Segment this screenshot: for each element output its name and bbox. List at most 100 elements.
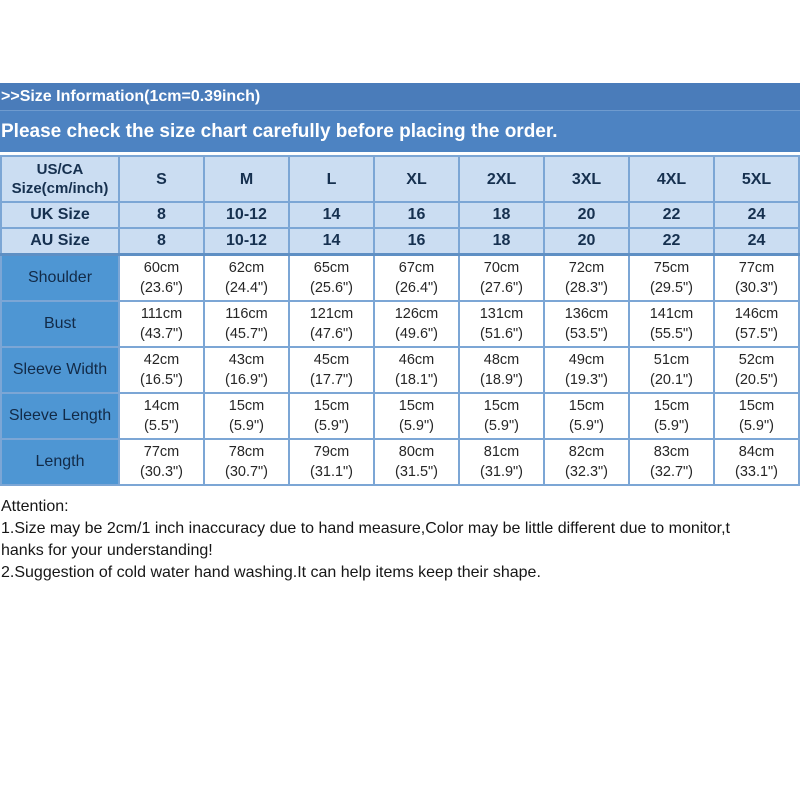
uk-row-value: 14 (288, 201, 375, 229)
measurement-value-cell: 81cm (31.9") (458, 438, 545, 486)
measurement-cm: 111cm (140, 306, 183, 322)
au-row-value: 20 (543, 227, 630, 256)
au-row-value: 10-12 (203, 227, 290, 256)
au-row-value: 24 (713, 227, 800, 256)
measurement-value-cell: 15cm (5.9") (458, 392, 545, 440)
measurement-value-cell: 45cm (17.7") (288, 346, 375, 394)
measurement-inch: (32.3") (564, 464, 609, 480)
measurement-cm: 14cm (143, 398, 180, 414)
uk-row-value: 24 (713, 201, 800, 229)
measurement-cm: 46cm (398, 352, 435, 368)
au-row-value: 18 (458, 227, 545, 256)
measurement-inch: (5.9") (654, 418, 689, 434)
measurement-inch: (16.9") (224, 372, 269, 388)
measurement-cm: 81cm (483, 444, 520, 460)
measurement-inch: (5.5") (144, 418, 179, 434)
measurement-cm: 15cm (568, 398, 605, 414)
measurement-cm: 52cm (738, 352, 775, 368)
measurement-value-cell: 15cm (5.9") (543, 392, 630, 440)
measurement-cm: 131cm (479, 306, 524, 322)
measurement-inch: (5.9") (399, 418, 434, 434)
size-info-banner: >>Size Information(1cm=0.39inch) Please … (0, 83, 800, 152)
measurement-value-cell: 83cm (32.7") (628, 438, 715, 486)
measurement-row: Bust 111cm (43.7") 116cm (45.7") 121cm (47.6")… (0, 300, 800, 348)
measurement-inch: (49.6") (394, 326, 439, 342)
measurement-cm: 79cm (313, 444, 350, 460)
measurement-inch: (5.9") (569, 418, 604, 434)
measurement-inch: (27.6") (479, 280, 524, 296)
measurement-label: Sleeve Length (0, 392, 120, 440)
size-column-header: L (288, 155, 375, 203)
measurement-inch: (31.5") (394, 464, 439, 480)
measurement-cm: 116cm (225, 306, 268, 322)
measurement-value-cell: 77cm (30.3") (118, 438, 205, 486)
measurement-cm: 80cm (398, 444, 435, 460)
measurement-cm: 51cm (653, 352, 690, 368)
measurement-inch: (24.4") (224, 280, 269, 296)
measurement-inch: (31.1") (309, 464, 354, 480)
measurement-row: Sleeve Length 14cm (5.5") 15cm (5.9") 15cm (5.… (0, 392, 800, 440)
measurement-value-cell: 111cm (43.7") (118, 300, 205, 348)
measurement-value-cell: 46cm (18.1") (373, 346, 460, 394)
measurement-cm: 49cm (568, 352, 605, 368)
measurement-value-cell: 49cm (19.3") (543, 346, 630, 394)
measurement-value-cell: 79cm (31.1") (288, 438, 375, 486)
measurement-value-cell: 62cm (24.4") (203, 253, 290, 302)
measurement-cm: 84cm (738, 444, 775, 460)
attention-notes: Attention: 1.Size may be 2cm/1 inch inac… (0, 496, 800, 584)
uk-row-value: 20 (543, 201, 630, 229)
uk-row-value: 16 (373, 201, 460, 229)
measurement-cm: 15cm (738, 398, 775, 414)
measurement-value-cell: 14cm (5.5") (118, 392, 205, 440)
measurement-cm: 67cm (398, 260, 435, 276)
measurement-inch: (45.7") (224, 326, 269, 342)
measurement-cm: 62cm (228, 260, 265, 276)
measurement-cm: 15cm (313, 398, 350, 414)
measurement-inch: (16.5") (139, 372, 184, 388)
measurement-inch: (18.1") (394, 372, 439, 388)
measurement-cm: 72cm (568, 260, 605, 276)
measurement-inch: (30.3") (734, 280, 779, 296)
measurement-value-cell: 43cm (16.9") (203, 346, 290, 394)
corner-header-line1: US/CA (36, 161, 84, 178)
measurement-value-cell: 78cm (30.7") (203, 438, 290, 486)
measurement-inch: (31.9") (479, 464, 524, 480)
measurement-row: Shoulder 60cm (23.6") 62cm (24.4") 65cm (25.6"… (0, 253, 800, 302)
measurement-value-cell: 82cm (32.3") (543, 438, 630, 486)
measurement-cm: 45cm (313, 352, 350, 368)
measurement-label: Bust (0, 300, 120, 348)
measurement-value-cell: 67cm (26.4") (373, 253, 460, 302)
measurement-cm: 48cm (483, 352, 520, 368)
measurement-value-cell: 70cm (27.6") (458, 253, 545, 302)
attention-note-1b: hanks for your understanding! (1, 542, 213, 559)
measurement-cm: 121cm (309, 306, 354, 322)
measurement-value-cell: 65cm (25.6") (288, 253, 375, 302)
measurement-inch: (5.9") (739, 418, 774, 434)
measurement-cm: 15cm (483, 398, 520, 414)
measurement-cm: 77cm (143, 444, 180, 460)
measurement-inch: (43.7") (139, 326, 184, 342)
measurement-inch: (57.5") (734, 326, 779, 342)
au-row-value: 14 (288, 227, 375, 256)
measurement-inch: (17.7") (309, 372, 354, 388)
measurement-value-cell: 42cm (16.5") (118, 346, 205, 394)
measurement-value-cell: 131cm (51.6") (458, 300, 545, 348)
measurement-inch: (30.3") (139, 464, 184, 480)
measurement-row: Length 77cm (30.3") 78cm (30.7") 79cm (31.1") 8… (0, 438, 800, 486)
au-row-value: 16 (373, 227, 460, 256)
size-check-subtitle: Please check the size chart carefully be… (0, 111, 800, 152)
uk-row-value: 18 (458, 201, 545, 229)
measurement-inch: (5.9") (229, 418, 264, 434)
measurement-inch: (23.6") (139, 280, 184, 296)
size-column-header: 5XL (713, 155, 800, 203)
measurement-inch: (55.5") (649, 326, 694, 342)
measurement-inch: (20.5") (734, 372, 779, 388)
measurement-value-cell: 77cm (30.3") (713, 253, 800, 302)
measurement-cm: 15cm (398, 398, 435, 414)
measurement-label: Sleeve Width (0, 346, 120, 394)
measurement-inch: (20.1") (649, 372, 694, 388)
uk-row-value: 22 (628, 201, 715, 229)
size-column-header: 4XL (628, 155, 715, 203)
measurement-value-cell: 51cm (20.1") (628, 346, 715, 394)
